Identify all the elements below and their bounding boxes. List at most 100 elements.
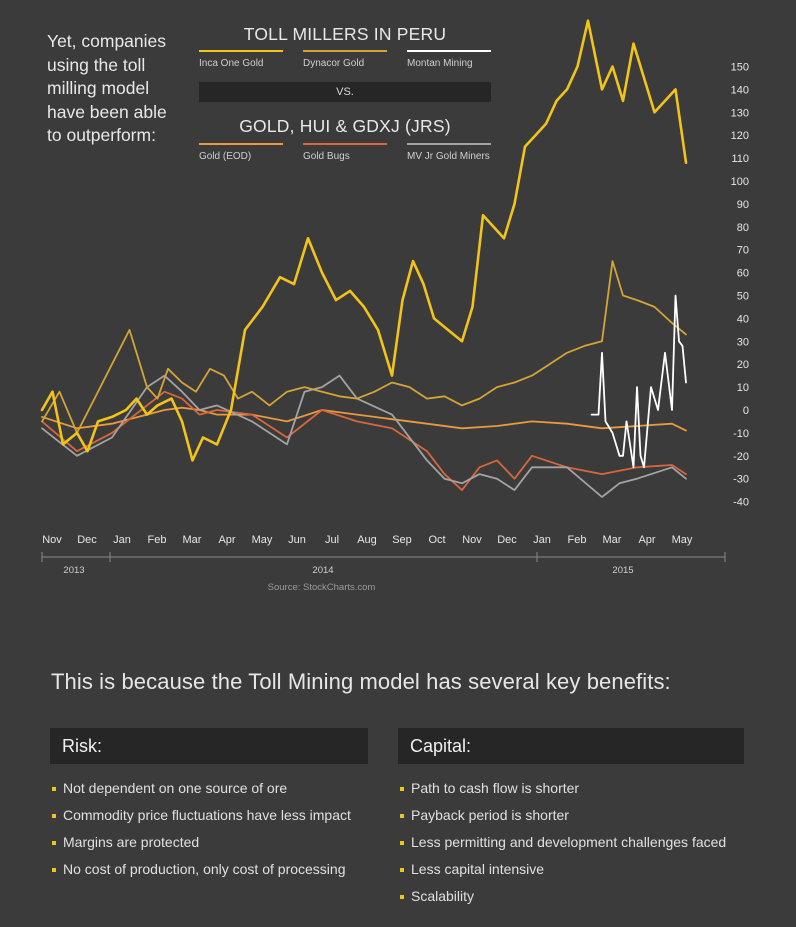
capital-heading: Capital:	[398, 728, 744, 764]
series-line-mv-jr-gold-miners	[41, 374, 687, 498]
y-tick-label: 70	[737, 245, 749, 257]
benefits-title: This is because the Toll Mining model ha…	[51, 669, 671, 694]
x-month-label: Mar	[603, 534, 622, 546]
list-item: Less permitting and development challeng…	[398, 829, 744, 856]
x-year-label: 2015	[612, 565, 633, 576]
x-month-label: May	[672, 534, 693, 546]
y-axis: 1501401301201101009080706050403020100-10…	[731, 62, 749, 509]
list-item-text: Less capital intensive	[411, 861, 545, 877]
list-item-text: Path to cash flow is shorter	[411, 780, 580, 796]
list-item: Margins are protected	[50, 829, 368, 856]
x-month-label: Dec	[77, 534, 97, 546]
legend-swatch	[407, 143, 491, 145]
y-tick-label: -10	[733, 428, 749, 440]
y-tick-label: 120	[731, 130, 749, 142]
capital-panel: Capital: Path to cash flow is shorter Pa…	[398, 728, 744, 910]
list-item-text: Less permitting and development challeng…	[411, 834, 727, 850]
legend-label: MV Jr Gold Miners	[407, 151, 490, 162]
x-month-label: Nov	[42, 534, 62, 546]
intro-line: milling model	[47, 78, 150, 98]
x-axis: Nov Dec Jan Feb Mar Apr May Jun Jul Aug Sep Oct Nov D…	[41, 534, 726, 576]
series-layer	[40, 19, 688, 498]
bullet-icon	[52, 841, 56, 845]
x-year-label: 2014	[312, 565, 333, 576]
series-line-gold-eod-	[41, 406, 687, 432]
x-month-label: Nov	[462, 534, 482, 546]
list-item-text: Commodity price fluctuations have less i…	[63, 807, 351, 823]
list-item: Not dependent on one source of ore	[50, 775, 368, 802]
list-item-text: No cost of production, only cost of proc…	[63, 861, 346, 877]
list-item: Less capital intensive	[398, 856, 744, 883]
series-line-dynacor-gold	[41, 260, 687, 434]
risk-list: Not dependent on one source of ore Commo…	[50, 775, 368, 883]
y-tick-label: 140	[731, 84, 749, 96]
x-month-label: Jan	[113, 534, 131, 546]
y-tick-label: 100	[731, 176, 749, 188]
y-tick-label: 110	[731, 153, 749, 165]
y-tick-label: 20	[737, 359, 749, 371]
intro-line: have been able	[47, 101, 167, 122]
y-tick-label: 40	[737, 313, 749, 325]
capital-list: Path to cash flow is shorter Payback per…	[398, 775, 744, 910]
intro-line: using the toll	[47, 54, 146, 75]
list-item: Path to cash flow is shorter	[398, 775, 744, 802]
legend-swatch	[199, 143, 283, 145]
legend-item-jr-gold-miners: MV Jr Gold Miners	[407, 143, 495, 162]
risk-panel: Risk: Not dependent on one source of ore…	[50, 728, 368, 883]
y-tick-label: 60	[737, 268, 749, 280]
intro-line: to outperform:	[47, 125, 156, 145]
list-item-text: Scalability	[411, 888, 475, 904]
x-month-label: Apr	[218, 534, 235, 546]
legend-swatch	[303, 50, 387, 52]
y-tick-label: 10	[737, 382, 749, 394]
list-item: Scalability	[398, 883, 744, 910]
y-tick-label: 130	[731, 107, 749, 119]
y-tick-label: 80	[737, 222, 749, 234]
legend-label: Gold (EOD)	[199, 151, 252, 162]
legend-label: Inca One Gold	[199, 58, 264, 69]
list-item-text: Not dependent on one source of ore	[63, 780, 288, 796]
legend-label: Dynacor Gold	[303, 58, 365, 69]
bullet-icon	[400, 841, 404, 845]
legend-swatch	[407, 50, 491, 52]
bullet-icon	[400, 895, 404, 899]
x-month-label: Jan	[533, 534, 551, 546]
legend-label: Gold Bugs	[303, 151, 350, 162]
series-line-inca-one-gold	[40, 19, 688, 462]
y-tick-label: -40	[733, 497, 749, 509]
y-tick-label: 30	[737, 336, 749, 348]
x-month-label: Apr	[638, 534, 655, 546]
y-tick-label: 50	[737, 291, 749, 303]
y-tick-label: 0	[743, 405, 749, 417]
list-item-text: Payback period is shorter	[411, 807, 569, 823]
x-month-label: Feb	[568, 534, 587, 546]
legend-item-montan: Montan Mining	[407, 50, 495, 69]
y-tick-label: 150	[731, 62, 749, 74]
risk-heading: Risk:	[50, 728, 368, 764]
list-item: No cost of production, only cost of proc…	[50, 856, 368, 883]
series-line-montan-mining	[590, 294, 687, 469]
list-item: Commodity price fluctuations have less i…	[50, 802, 368, 829]
intro-line: Yet, companies	[47, 31, 167, 51]
legend-swatch	[199, 50, 283, 52]
performance-chart: 1501401301201101009080706050403020100-10…	[40, 19, 749, 576]
y-tick-label: 90	[737, 199, 749, 211]
x-month-label: Mar	[183, 534, 202, 546]
bullet-icon	[52, 787, 56, 791]
y-tick-label: -20	[733, 451, 749, 463]
legend-swatch	[303, 143, 387, 145]
vs-bar: VS.	[199, 82, 491, 102]
legend-heading-gold-indices: GOLD, HUI & GDXJ (JRS)	[239, 116, 451, 136]
bullet-icon	[400, 868, 404, 872]
legend-item-gold-bugs: Gold Bugs	[303, 143, 391, 162]
series-line-gold-bugs	[41, 390, 687, 491]
list-item: Payback period is shorter	[398, 802, 744, 829]
x-month-label: Dec	[497, 534, 517, 546]
legend-heading-toll-millers: TOLL MILLERS IN PERU	[243, 24, 447, 44]
legend-item-gold-eod: Gold (EOD)	[199, 143, 287, 162]
legend-item-dynacor: Dynacor Gold	[303, 50, 391, 69]
x-month-label: May	[252, 534, 273, 546]
x-month-label: Jun	[288, 534, 306, 546]
legend-item-inca-one: Inca One Gold	[199, 50, 287, 69]
intro-text: Yet, companies using the toll milling mo…	[47, 30, 187, 148]
